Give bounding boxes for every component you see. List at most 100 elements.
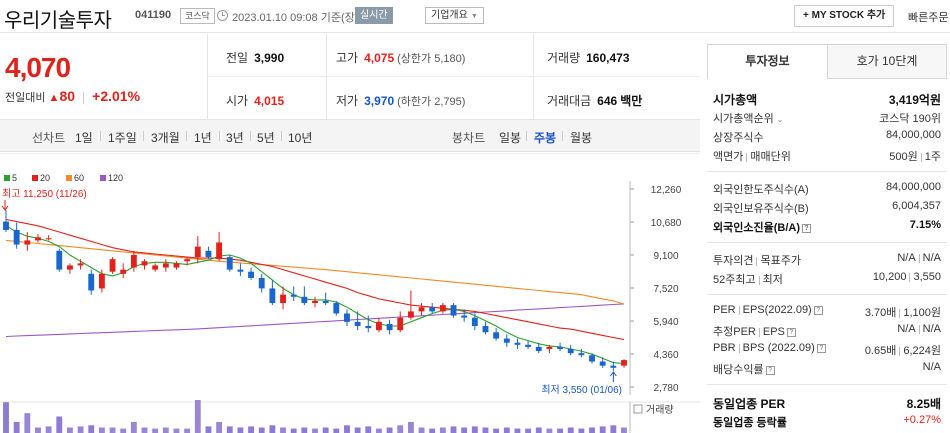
- ma60-line: [5, 239, 625, 305]
- period-tab[interactable]: 5년: [257, 131, 275, 145]
- divider: [899, 308, 901, 318]
- divider: [918, 253, 920, 263]
- add-mystock-button[interactable]: + MY STOCK 추가: [794, 5, 895, 27]
- high-value: 4,075: [364, 51, 395, 65]
- foreign-hold-row: 외국인보유주식수(B) 6,004,357: [713, 200, 941, 216]
- legend-swatch: [66, 175, 72, 181]
- divider: [281, 131, 282, 141]
- divider: [707, 384, 947, 385]
- week52-low-label: 최저: [762, 274, 783, 286]
- change-amount: 80: [59, 88, 76, 104]
- price-summary: 4,070 전일대비 ▲80 +2.01% 전일 3,990 고가 4,075 (상한…: [0, 34, 700, 120]
- foreign-ratio-text: 외국인소진율(B/A): [713, 222, 800, 234]
- candlestick-chart[interactable]: 5 20 60 120 12,260 10,680 9,100 7,520 5,940 4,360…: [0, 153, 700, 433]
- candle-body: [184, 259, 191, 262]
- period-tab[interactable]: 10년: [288, 131, 313, 145]
- candle-body: [344, 313, 350, 322]
- par-row: 액면가 매매단위 500원 1주: [713, 148, 941, 164]
- open-price: 시가 4,015: [226, 92, 284, 109]
- candle-body: [546, 346, 553, 349]
- sector-rate-label: 동일업종 등락률: [713, 417, 787, 429]
- info-icon[interactable]: ?: [813, 305, 823, 315]
- investment-info-panel: 투자정보 호가 10단계 시가총액 3,419억원 시가총액순위 ⌄ 코스닥 190…: [707, 44, 947, 433]
- par-values: 500원 1주: [889, 148, 941, 164]
- est-per-label: 추정PER: [713, 326, 756, 338]
- chevron-down-icon[interactable]: ⌄: [776, 115, 784, 124]
- volume-bar: [269, 425, 276, 433]
- candle-body: [226, 257, 233, 270]
- per-labels: PER EPS(2022.09)?: [713, 304, 823, 316]
- est-per-row: 추정PER EPS? N/A N/A: [713, 323, 941, 339]
- divider: [208, 76, 700, 77]
- y-tick-label: 4,360: [653, 350, 678, 361]
- info-icon[interactable]: ?: [765, 365, 775, 375]
- tab-quote-10[interactable]: 호가 10단계: [856, 54, 918, 68]
- divider: [909, 272, 911, 282]
- divider: [758, 327, 760, 337]
- week52-high-label: 52주최고: [713, 274, 756, 286]
- candle-tab-weekly[interactable]: 주봉: [534, 131, 557, 145]
- volume-bar: [482, 427, 489, 433]
- volume-bar: [621, 427, 627, 433]
- realtime-badge[interactable]: 실시간: [355, 7, 393, 24]
- candle-body: [141, 261, 148, 266]
- trade-unit-label: 매매단위: [750, 151, 791, 163]
- candle-body: [216, 242, 223, 260]
- company-info-button[interactable]: 기업개요 ▼: [425, 7, 484, 24]
- per-values: 3.70배 1,100원: [865, 304, 941, 320]
- volume-bar: [24, 413, 31, 433]
- period-tab[interactable]: 1주일: [108, 131, 137, 145]
- candle-body: [130, 255, 137, 268]
- candle-body: [557, 346, 563, 349]
- candle-body: [77, 263, 84, 266]
- legend-label: 60: [74, 173, 84, 183]
- bps-value: 6,224원: [903, 345, 941, 357]
- period-tab[interactable]: 1일: [75, 131, 93, 145]
- lower-limit: (하한가 2,795): [397, 96, 466, 108]
- candle-tab-daily[interactable]: 일봉: [499, 131, 522, 145]
- volume-bar: [109, 427, 116, 433]
- legend-label: 20: [40, 173, 50, 183]
- pbr-labels: PBR BPS (2022.09)?: [713, 342, 826, 354]
- info-icon[interactable]: ?: [786, 327, 796, 337]
- volume-bar: [450, 426, 457, 433]
- volume-bar: [35, 427, 41, 433]
- volume-bar: [301, 427, 308, 433]
- volume-bar: [258, 427, 265, 433]
- volume-bar: [344, 425, 350, 433]
- candle-body: [3, 221, 9, 230]
- amount-unit: 백만: [620, 94, 643, 108]
- candle-body: [24, 240, 31, 245]
- par-value: 500원: [889, 151, 918, 163]
- info-icon[interactable]: ?: [802, 223, 811, 233]
- info-icon[interactable]: ?: [816, 343, 826, 353]
- candle-body: [280, 294, 286, 304]
- volume-label: 거래량: [646, 404, 674, 416]
- divider: [219, 131, 220, 141]
- dividend-labels: 배당수익률?: [713, 361, 775, 377]
- est-eps-value: N/A: [922, 323, 941, 335]
- fast-order-link[interactable]: 빠른주문: [908, 12, 949, 24]
- candle-body: [333, 303, 340, 314]
- candle-body: [152, 265, 159, 270]
- divider: [83, 92, 85, 105]
- volume-bar: [312, 428, 318, 433]
- foreign-hold-label: 외국인보유주식수(B): [713, 203, 809, 215]
- volume-bar: [88, 425, 95, 433]
- par-label: 액면가: [713, 151, 744, 163]
- tab-invest-info[interactable]: 투자정보: [708, 45, 828, 79]
- change-label: 전일대비: [5, 92, 46, 104]
- high-label: 고가: [336, 51, 359, 65]
- est-eps-label: EPS: [762, 326, 785, 338]
- period-tab[interactable]: 3년: [226, 131, 244, 145]
- period-tab[interactable]: 3개월: [151, 131, 180, 145]
- legend-label: 120: [108, 173, 123, 183]
- period-tab[interactable]: 1년: [194, 131, 212, 145]
- open-value: 4,015: [254, 94, 285, 108]
- volume-bar: [365, 426, 372, 433]
- volume-bar: [525, 428, 532, 433]
- candle-body: [567, 348, 574, 354]
- dividend-label: 배당수익률: [713, 364, 764, 376]
- candle-tab-monthly[interactable]: 월봉: [570, 131, 593, 145]
- candle-body: [514, 342, 521, 345]
